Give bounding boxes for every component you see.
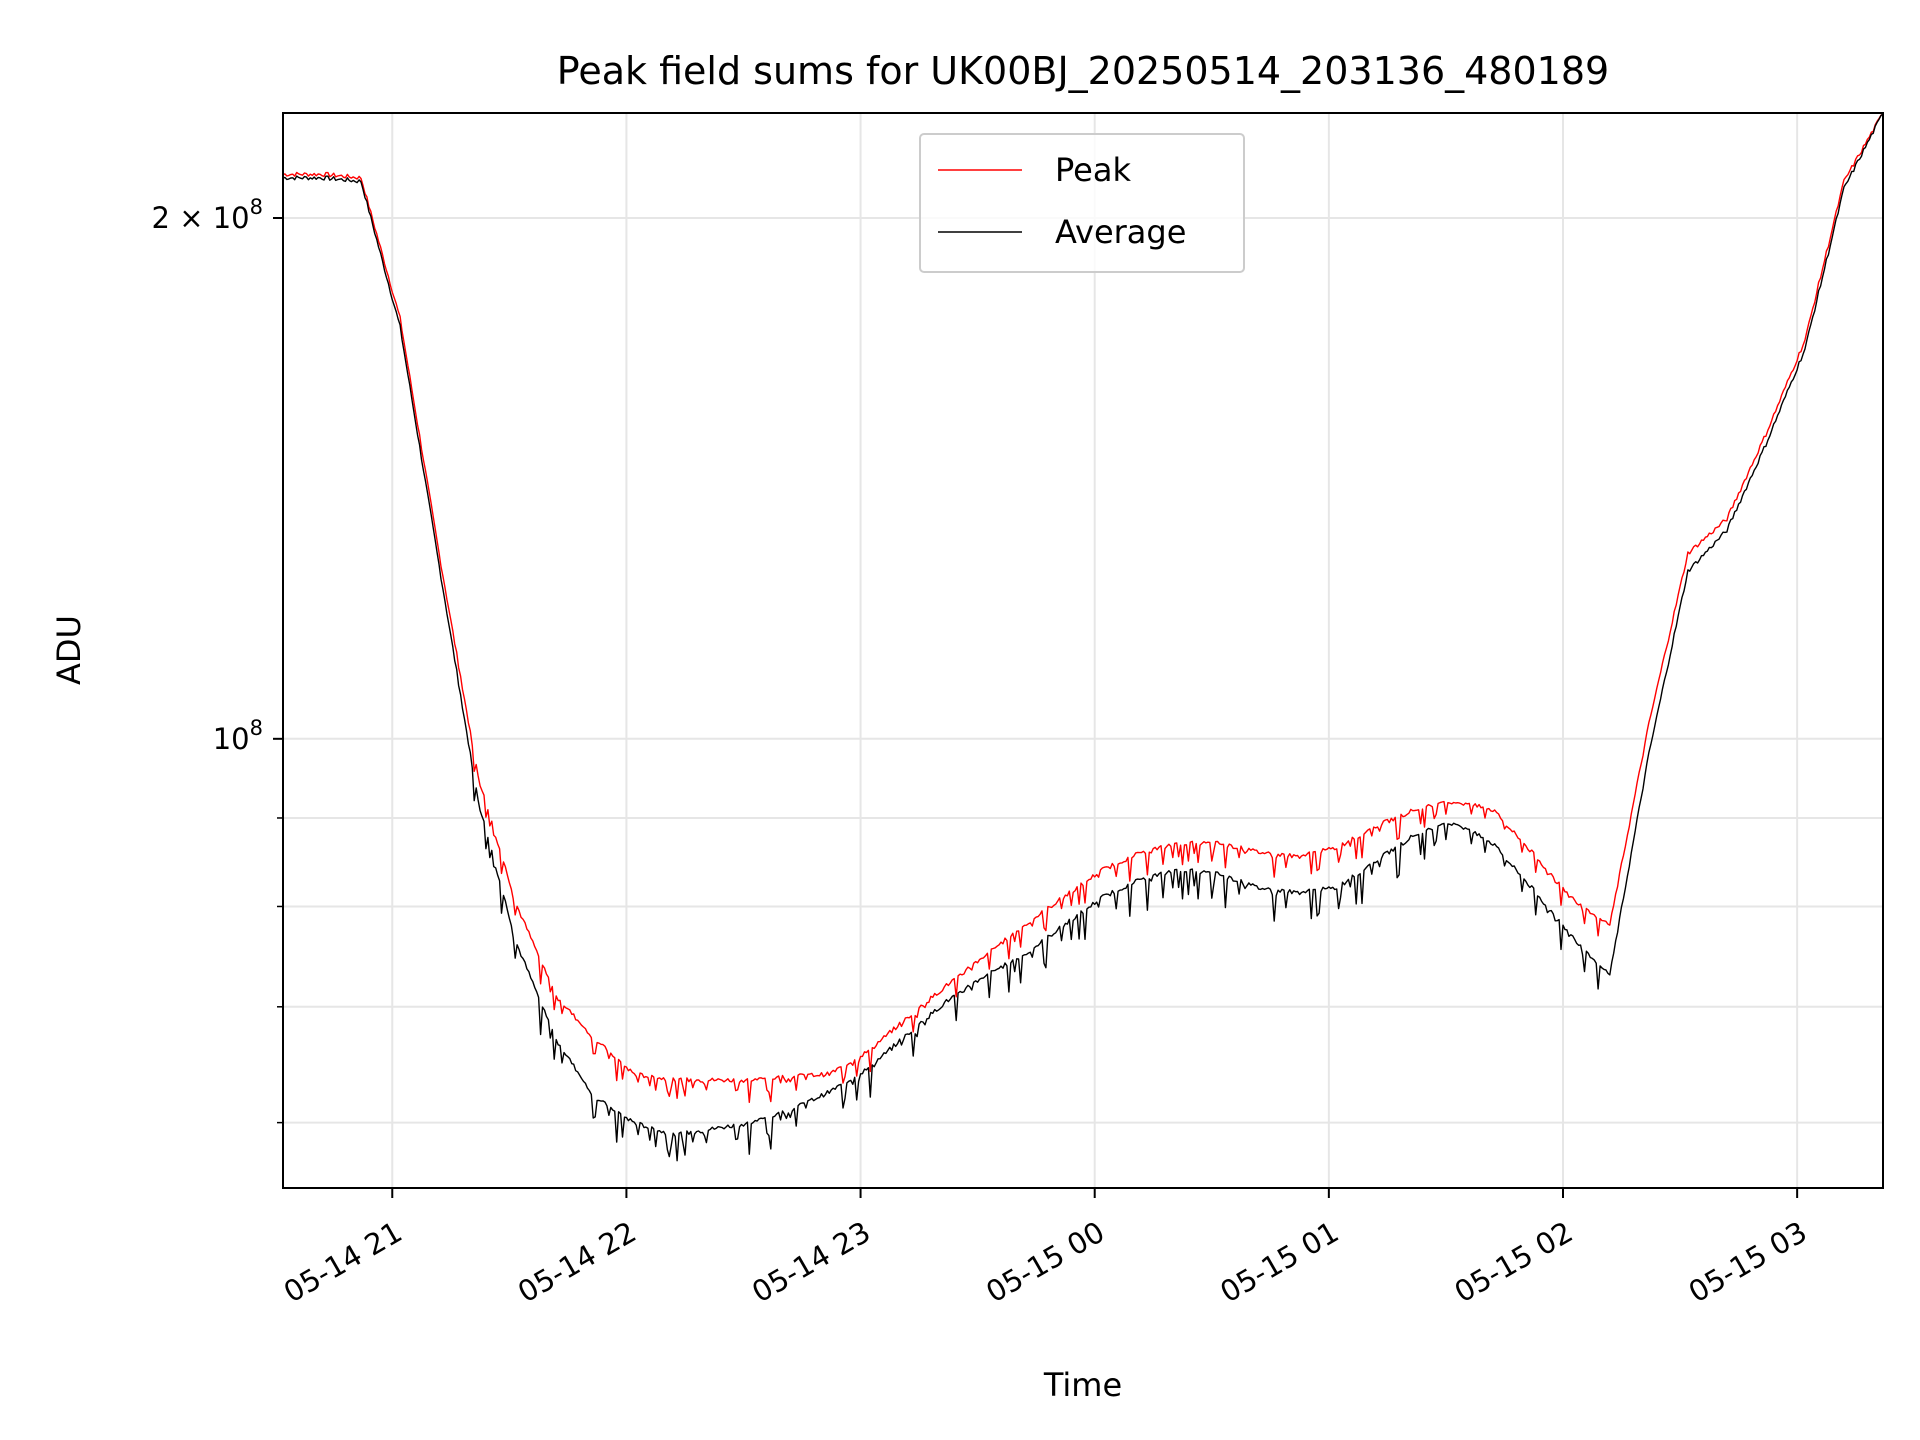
plot-frame	[282, 112, 1884, 1189]
y-axis-ticks: 108 2 × 108	[152, 195, 283, 1124]
chart-title: Peak field sums for UK00BJ_20250514_2031…	[557, 49, 1609, 93]
legend: Peak Average	[919, 133, 1245, 273]
legend-peak-label: Peak	[1055, 151, 1131, 189]
series-line-peak	[282, 113, 1884, 1103]
y-axis-label: ADU	[50, 615, 88, 685]
legend-box	[919, 133, 1245, 273]
legend-average-label: Average	[1055, 213, 1186, 251]
series-line-average	[282, 113, 1884, 1162]
plot-series	[282, 113, 1884, 1162]
y-tick-label: 2 × 108	[152, 195, 263, 235]
x-axis-label: Time	[1043, 1366, 1122, 1404]
y-tick-label: 108	[213, 716, 263, 756]
grid-lines	[283, 113, 1883, 1188]
